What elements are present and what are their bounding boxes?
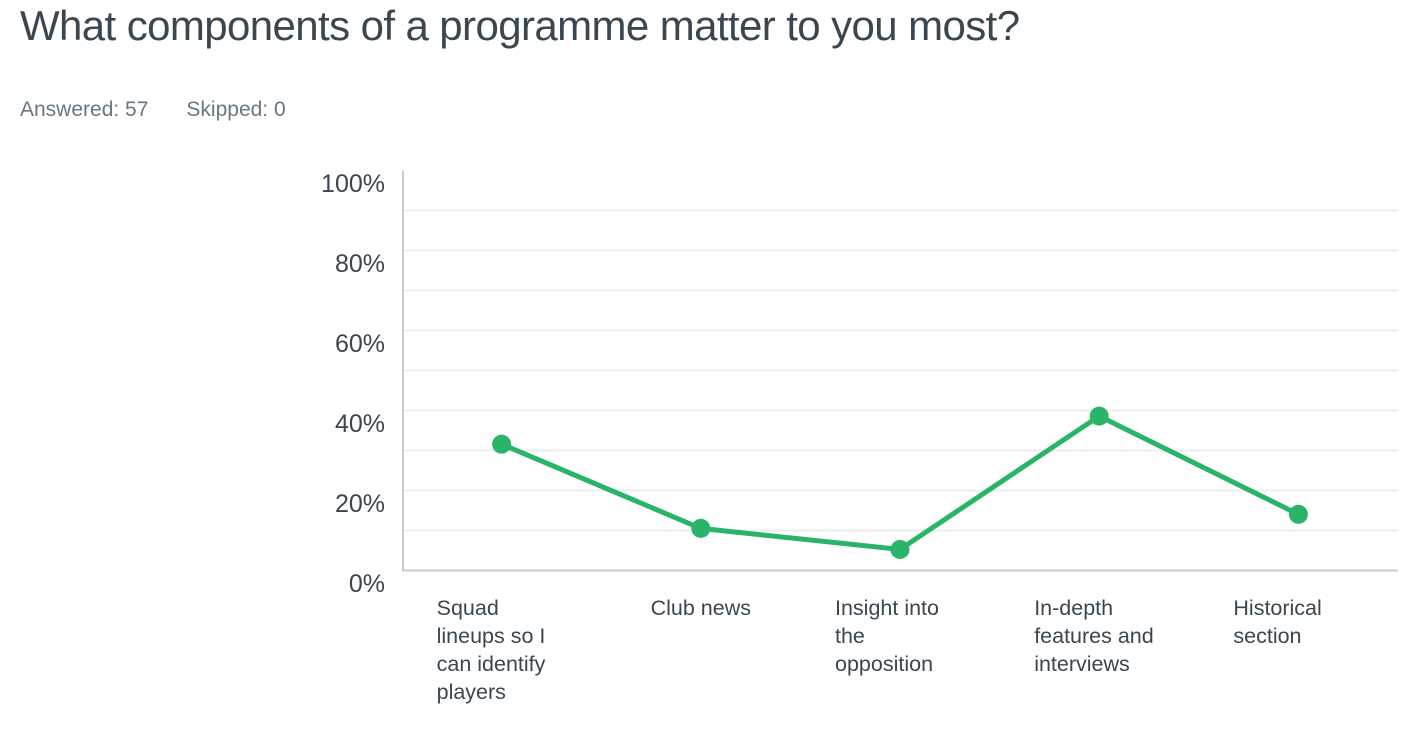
category-label-text: Squad lineups so I can identify players (436, 596, 546, 704)
series-line (500, 413, 1300, 553)
skipped-count: Skipped: 0 (186, 98, 286, 121)
data-point[interactable] (492, 434, 512, 454)
category-label: Insight into the opposition (800, 594, 1000, 678)
category-label-text: Historical section (1233, 596, 1322, 648)
response-meta: Answered: 57 Skipped: 0 (20, 98, 286, 122)
category-label: In-depth features and interviews (999, 594, 1199, 678)
category-label-text: In-depth features and interviews (1034, 596, 1154, 676)
category-label: Squad lineups so I can identify players (402, 594, 602, 705)
answered-count: Answered: 57 (20, 98, 149, 121)
data-point[interactable] (890, 539, 910, 559)
category-label-text: Insight into the opposition (835, 596, 939, 676)
data-point[interactable] (1089, 406, 1109, 426)
page-title: What components of a programme matter to… (20, 2, 1020, 49)
y-axis-tick-label: 0% (348, 569, 385, 598)
x-axis-labels: Squad lineups so I can identify players C… (402, 594, 1398, 705)
y-axis-tick-label: 20% (334, 489, 385, 518)
data-point[interactable] (691, 518, 711, 538)
y-axis-tick-label: 40% (334, 409, 385, 438)
plot-area (402, 170, 1398, 572)
y-axis-tick-label: 100% (321, 169, 385, 198)
category-label: Club news (601, 594, 801, 622)
y-axis-tick-label: 60% (334, 329, 385, 358)
category-label: Historical section (1198, 594, 1398, 650)
y-axis-labels: 100% 80% 60% 40% 20% 0% (0, 0, 385, 738)
y-axis-tick-label: 80% (334, 249, 385, 278)
data-point[interactable] (1288, 504, 1308, 524)
category-label-text: Club news (650, 596, 751, 620)
